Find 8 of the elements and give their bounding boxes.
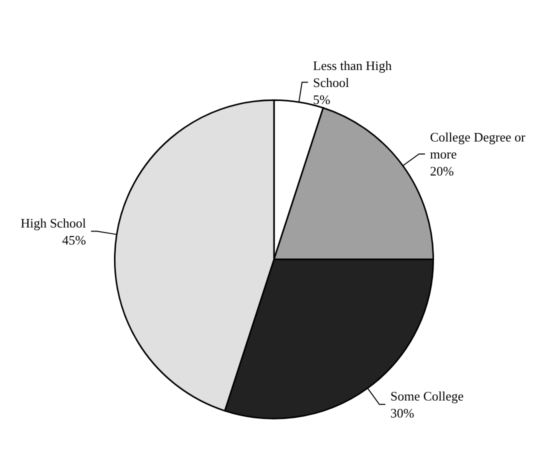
data-label: 30%	[390, 405, 414, 420]
slice-label: Some College	[390, 388, 464, 404]
data-label: 5%	[313, 92, 331, 107]
slice-label: College Degree or more	[430, 129, 529, 162]
data-label: 20%	[430, 163, 454, 178]
slice-label: High School	[20, 215, 86, 230]
data-label: 45%	[62, 232, 86, 248]
slice-label: Less than High School	[313, 58, 396, 90]
